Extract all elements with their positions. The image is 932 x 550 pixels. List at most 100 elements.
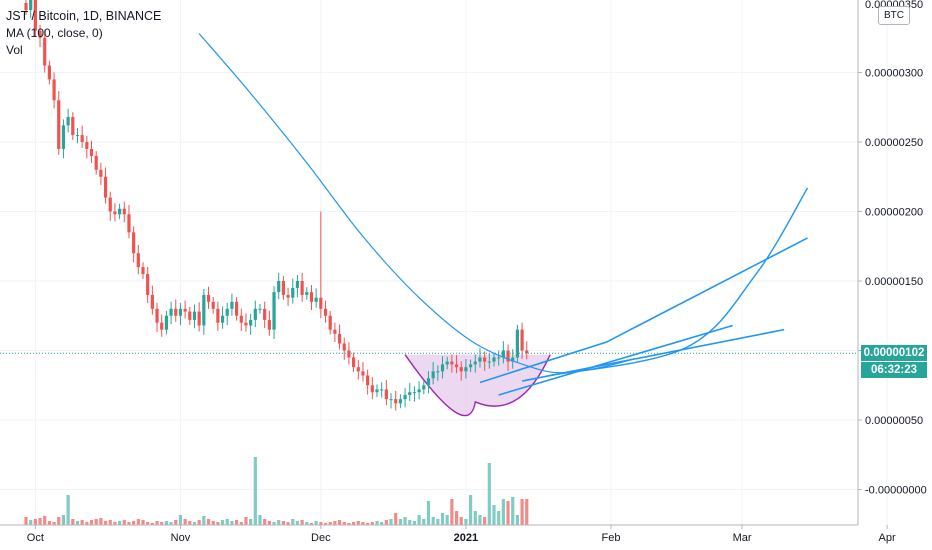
volume-bar — [197, 520, 201, 525]
candle-body — [370, 385, 374, 393]
volume-bar — [492, 505, 496, 525]
volume-bar — [113, 522, 117, 525]
candle-body — [328, 315, 332, 330]
x-tick-label: Oct — [27, 532, 44, 544]
volume-bar — [89, 520, 94, 525]
candle-body — [43, 37, 47, 66]
volume-bar — [515, 515, 519, 525]
volume-bar — [108, 520, 112, 525]
volume-bar — [47, 521, 51, 525]
candle-body — [408, 392, 412, 395]
x-tick-label: Feb — [602, 532, 621, 544]
candle-body — [225, 308, 229, 316]
candle-body — [342, 343, 346, 351]
volume-bar — [487, 463, 491, 525]
volume-bar — [525, 499, 529, 525]
candle-body — [356, 367, 360, 372]
candle-body — [118, 208, 122, 215]
candle-body — [136, 253, 140, 268]
candle-body — [206, 294, 211, 302]
candle-body — [380, 389, 384, 391]
volume-bar — [85, 522, 89, 525]
candle-body — [286, 294, 290, 298]
candle-body — [291, 287, 295, 298]
volume-bar — [398, 519, 402, 525]
candle-body — [57, 100, 61, 149]
currency-badge[interactable]: BTC — [878, 6, 910, 25]
symbol-title[interactable]: JST / Bitcoin, 1D, BINANCE — [6, 9, 162, 23]
candle-body — [71, 116, 75, 136]
volume-bar — [253, 457, 257, 525]
volume-bar — [319, 522, 323, 525]
candle-body — [33, 0, 37, 31]
candle-body — [445, 361, 449, 365]
candle-body — [146, 274, 150, 295]
y-tick-label: 0.00000300 — [865, 68, 923, 80]
candle-body — [375, 389, 379, 393]
ma-legend[interactable]: MA (100, close, 0) — [6, 26, 103, 40]
candle-body — [417, 389, 421, 393]
candle-body — [497, 357, 501, 359]
volume-bar — [258, 515, 262, 525]
x-tick-label: Nov — [171, 532, 191, 544]
candle-body — [440, 364, 445, 372]
volume-bar — [38, 518, 42, 525]
candle-body — [89, 148, 94, 156]
volume-bar — [75, 521, 80, 525]
volume-bar — [417, 515, 421, 525]
candle-body — [389, 399, 393, 401]
volume-bar — [132, 521, 136, 525]
candle-body — [103, 176, 108, 198]
volume-bar — [66, 495, 70, 525]
trend-line — [498, 324, 733, 396]
candle-body — [454, 364, 459, 368]
candle-body — [469, 364, 473, 368]
volume-bar — [146, 522, 150, 525]
candle-body — [515, 329, 519, 358]
candle-body — [122, 208, 126, 215]
candle-body — [483, 357, 487, 362]
candle-body — [150, 294, 154, 309]
y-tick-label: 0.00000150 — [865, 276, 923, 288]
y-tick-label: 0.00000200 — [865, 207, 923, 219]
candle-body — [520, 329, 524, 351]
candle-body — [66, 116, 70, 126]
candle-body — [169, 308, 173, 316]
vol-legend[interactable]: Vol — [6, 43, 23, 57]
candle-body — [239, 315, 243, 323]
volume-bar — [150, 523, 154, 525]
volume-bar — [43, 516, 47, 525]
candle-body — [281, 281, 285, 295]
candle-body — [38, 30, 42, 38]
candle-body — [394, 399, 398, 404]
y-tick-label: -0.00000000 — [865, 485, 927, 497]
volume-bar — [29, 520, 33, 525]
candle-body — [412, 392, 417, 394]
candle-body — [178, 308, 183, 316]
volume-bar — [352, 522, 356, 525]
volume-bar — [450, 499, 454, 525]
candle-body — [337, 333, 342, 344]
candle-body — [525, 350, 529, 354]
candle-body — [295, 281, 300, 288]
volume-bar — [464, 519, 468, 525]
candle-body — [127, 214, 131, 233]
last-price-label: 0.00000102 — [861, 345, 927, 362]
candle-body — [29, 0, 33, 10]
candle-body — [211, 301, 215, 309]
volume-bar — [412, 521, 417, 525]
candle-body — [61, 125, 66, 149]
volume-bar — [80, 520, 84, 525]
volume-bar — [483, 517, 487, 525]
candle-body — [85, 142, 89, 149]
volume-bar — [394, 513, 398, 525]
trend-line — [479, 237, 808, 384]
volume-bar — [71, 519, 75, 525]
volume-bar — [286, 522, 290, 525]
candle-body — [319, 297, 323, 309]
volume-bar — [267, 521, 271, 525]
volume-bar — [375, 521, 379, 525]
volume-bar — [300, 520, 304, 525]
volume-bar — [220, 520, 225, 525]
